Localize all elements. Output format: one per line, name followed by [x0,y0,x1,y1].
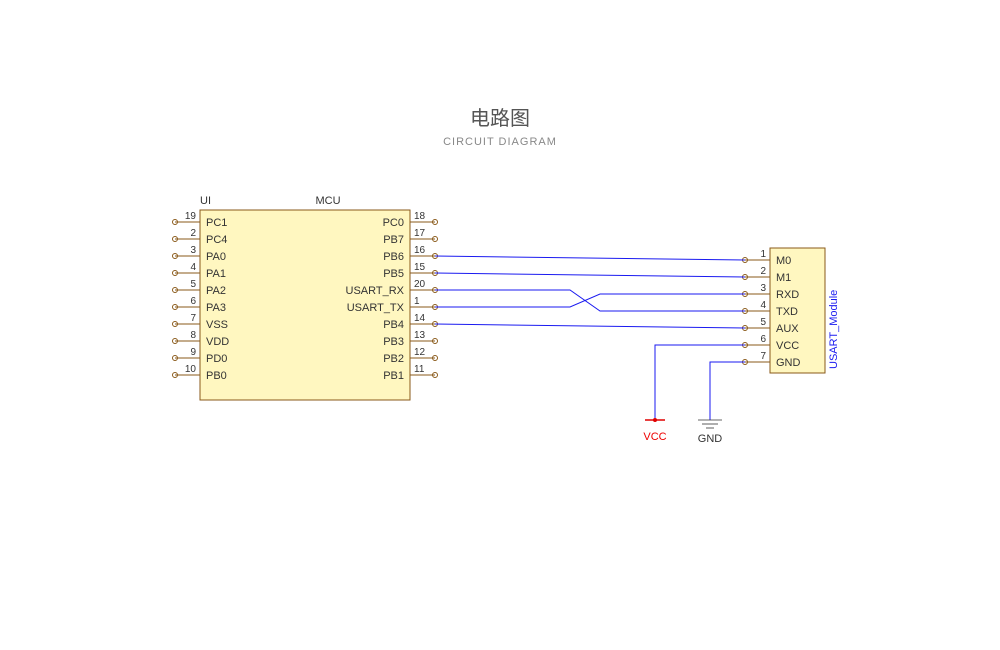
mcu-pin-label: PA3 [206,302,226,314]
mcu-pin-label: PB1 [383,370,404,382]
wire [435,256,745,260]
wire-vcc [655,345,745,420]
module-pin-num: 1 [760,249,766,260]
mcu-pin-num: 3 [190,245,196,256]
mcu-pin-label: PB2 [383,353,404,365]
module-pin-label: RXD [776,289,799,301]
mcu-pin-num: 10 [185,364,197,375]
mcu-pin-label: PB3 [383,336,404,348]
mcu-pin-num: 9 [190,347,196,358]
circuit-diagram: 电路图 CIRCUIT DIAGRAM UIMCU19PC12PC43PA04P… [0,0,1000,650]
module-pin-num: 6 [760,334,766,345]
mcu-pin-num: 5 [190,279,196,290]
module-pin-label: GND [776,357,801,369]
module-pin-num: 2 [760,266,766,277]
module-pin-num: 3 [760,283,766,294]
mcu-pin-label: PA1 [206,268,226,280]
mcu-pin-num: 20 [414,279,426,290]
gnd-label: GND [698,433,723,445]
mcu-pin-label: PA2 [206,285,226,297]
mcu-pin-label: PD0 [206,353,227,365]
mcu-pin-num: 8 [190,330,196,341]
mcu-pin-num: 17 [414,228,426,239]
wire-net [435,256,745,328]
wire [435,324,745,328]
mcu-ref: UI [200,195,211,207]
mcu-pin-num: 11 [414,364,425,375]
wire-tx [435,294,745,307]
mcu-pin-num: 2 [190,228,196,239]
mcu-pin-num: 15 [414,262,426,273]
mcu-pin-num: 4 [190,262,196,273]
mcu-pin-num: 12 [414,347,426,358]
module-pin-label: TXD [776,306,798,318]
mcu-pin-num: 7 [190,313,196,324]
mcu-pin-label: PB5 [383,268,404,280]
mcu-pin-label: PC1 [206,217,227,229]
mcu-pin-label: USART_TX [347,302,405,314]
wire [435,273,745,277]
mcu-chip: UIMCU19PC12PC43PA04PA15PA26PA37VSS8VDD9P… [173,195,438,400]
module-pin-num: 5 [760,317,766,328]
mcu-pin-label: VDD [206,336,229,348]
mcu-pin-num: 6 [190,296,196,307]
mcu-pin-label: VSS [206,319,228,331]
mcu-pin-label: USART_RX [346,285,405,297]
power-symbols: VCC GND [643,345,745,445]
vcc-label: VCC [643,431,666,443]
mcu-pin-label: PB0 [206,370,227,382]
mcu-pin-num: 18 [414,211,426,222]
wire-rx [435,290,745,311]
module-name: USART_Module [828,290,840,369]
mcu-name: MCU [316,195,341,207]
title-cn: 电路图 [470,107,530,130]
title-en: CIRCUIT DIAGRAM [443,136,557,148]
mcu-pin-label: PB4 [383,319,404,331]
mcu-pin-num: 19 [185,211,197,222]
mcu-pin-label: PB6 [383,251,404,263]
mcu-pin-num: 16 [414,245,426,256]
mcu-pin-num: 14 [414,313,426,324]
mcu-pin-label: PA0 [206,251,226,263]
mcu-pin-label: PC0 [383,217,404,229]
mcu-pin-label: PB7 [383,234,404,246]
usart-module-chip: USART_Module 1 M0 2 M1 3 RXD 4 TXD 5 AUX 6 VCC 7 GND [743,248,841,373]
module-pin-label: AUX [776,323,799,335]
module-pin-num: 7 [760,351,766,362]
module-pin-label: M1 [776,272,791,284]
mcu-pin-num: 1 [414,296,420,307]
mcu-pin-label: PC4 [206,234,227,246]
module-pin-num: 4 [760,300,766,311]
wire-gnd [710,362,745,420]
module-pin-label: VCC [776,340,799,352]
module-pin-label: M0 [776,255,791,267]
mcu-pin-num: 13 [414,330,426,341]
